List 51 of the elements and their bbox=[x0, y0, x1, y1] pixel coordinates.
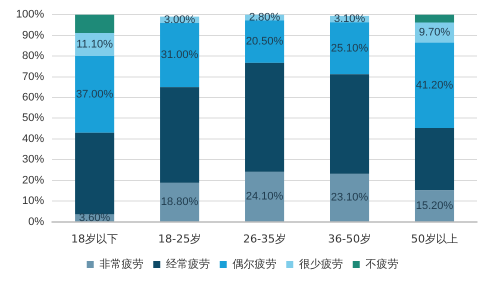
data-label: 3.60% bbox=[79, 212, 110, 224]
bar bbox=[245, 172, 284, 222]
legend-label: 不疲劳 bbox=[365, 257, 398, 270]
x-tick-label: 18岁以下 bbox=[71, 232, 118, 246]
data-label: 23.10% bbox=[330, 192, 368, 204]
bar bbox=[75, 56, 114, 133]
y-tick-label: 50% bbox=[22, 112, 44, 124]
data-label: 2.80% bbox=[248, 12, 280, 24]
data-label: 3.10% bbox=[334, 13, 366, 26]
data-label: 31.00% bbox=[160, 49, 198, 62]
data-label: 11.10% bbox=[76, 38, 114, 51]
legend-label: 经常疲劳 bbox=[166, 257, 210, 270]
x-tick-label: 18-25岁 bbox=[158, 232, 202, 246]
bar bbox=[414, 14, 454, 22]
bar bbox=[330, 22, 370, 74]
bar bbox=[414, 128, 454, 190]
y-tick-label: 100% bbox=[16, 8, 44, 21]
bar bbox=[414, 42, 454, 128]
data-label: 18.80% bbox=[160, 196, 198, 208]
data-label: 15.20% bbox=[416, 200, 454, 212]
bar bbox=[160, 22, 200, 88]
x-tick-label: 26-35岁 bbox=[243, 232, 286, 246]
y-tick-label: 70% bbox=[22, 70, 44, 83]
data-label: 20.50% bbox=[246, 36, 284, 48]
bar bbox=[160, 87, 200, 183]
data-label: 41.20% bbox=[416, 79, 454, 92]
y-tick-label: 40% bbox=[22, 132, 44, 145]
x-tick-label: 36-50岁 bbox=[328, 232, 372, 246]
bar bbox=[75, 14, 114, 34]
legend-label: 非常疲劳 bbox=[99, 257, 144, 270]
bar bbox=[330, 174, 370, 222]
y-tick-label: 10% bbox=[22, 195, 44, 208]
data-label: 25.10% bbox=[330, 42, 368, 54]
bar bbox=[330, 74, 370, 174]
data-label: 9.70% bbox=[418, 26, 450, 39]
bar bbox=[245, 62, 284, 172]
y-tick-label: 0% bbox=[28, 216, 44, 228]
data-label: 37.00% bbox=[76, 88, 114, 100]
y-tick-label: 30% bbox=[22, 154, 44, 166]
data-label: 24.10% bbox=[246, 190, 284, 203]
y-tick-label: 90% bbox=[22, 29, 44, 42]
legend-label: 偶尔疲劳 bbox=[232, 257, 276, 270]
bar bbox=[245, 20, 284, 63]
legend-label: 很少疲劳 bbox=[298, 257, 343, 270]
y-tick-label: 20% bbox=[22, 174, 44, 186]
bar bbox=[75, 132, 114, 214]
data-label: 3.00% bbox=[164, 14, 196, 26]
y-tick-label: 80% bbox=[22, 50, 44, 62]
x-tick-label: 50岁以上 bbox=[411, 232, 458, 246]
y-tick-label: 60% bbox=[22, 92, 44, 104]
bar bbox=[160, 182, 200, 222]
